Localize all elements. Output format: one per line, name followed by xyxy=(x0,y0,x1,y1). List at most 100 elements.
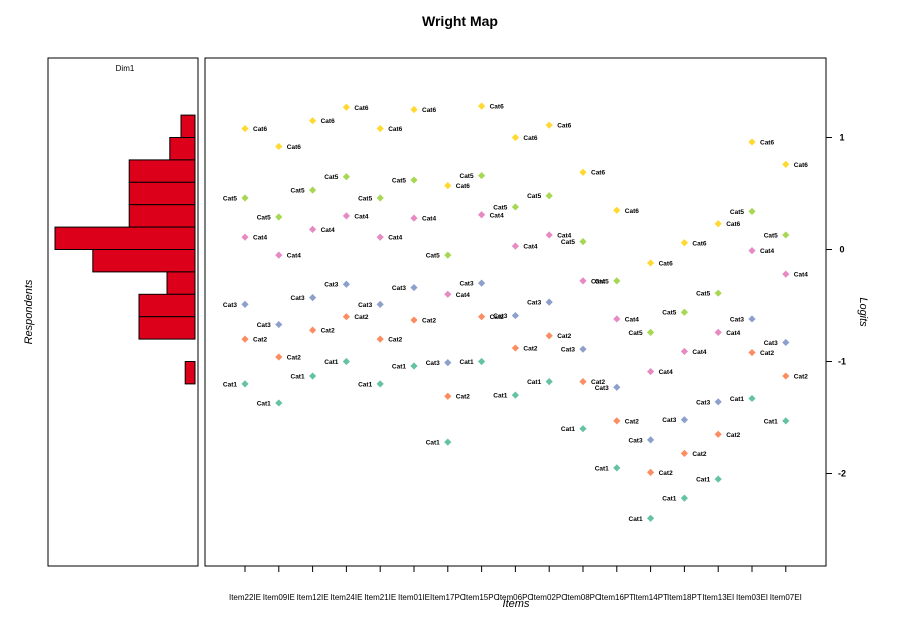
threshold-point xyxy=(342,280,350,288)
threshold-point xyxy=(410,362,418,370)
threshold-point xyxy=(376,380,384,388)
threshold-label: Cat3 xyxy=(764,340,778,347)
histogram-bar xyxy=(169,137,196,161)
respondents-label: Respondents xyxy=(23,279,35,344)
threshold-point xyxy=(309,117,317,125)
threshold-label: Cat1 xyxy=(358,381,372,388)
y-axis: 1 0 -1 -2 xyxy=(826,133,846,479)
histogram-bar xyxy=(128,181,196,206)
threshold-point xyxy=(511,133,519,142)
threshold-label: Cat6 xyxy=(591,170,605,177)
threshold-label: Cat5 xyxy=(358,195,372,202)
threshold-point xyxy=(545,231,553,239)
threshold-point xyxy=(748,315,756,323)
threshold-label: Cat2 xyxy=(422,318,436,325)
threshold-point xyxy=(714,328,722,336)
histogram-bar xyxy=(128,204,196,228)
threshold-point xyxy=(309,372,317,380)
threshold-point xyxy=(444,290,452,298)
threshold-point xyxy=(275,213,283,221)
y-tick-label: -1 xyxy=(838,357,846,367)
threshold-point xyxy=(579,378,587,386)
threshold-label: Cat6 xyxy=(692,240,706,247)
threshold-point xyxy=(241,300,249,308)
threshold-point xyxy=(680,347,688,356)
threshold-label: Cat1 xyxy=(764,418,778,425)
threshold-label: Cat1 xyxy=(324,359,338,366)
threshold-point xyxy=(579,277,587,285)
histogram-bar xyxy=(54,226,196,251)
person-histogram xyxy=(54,114,196,385)
threshold-label: Cat6 xyxy=(253,126,267,133)
histogram-bar xyxy=(92,249,196,273)
threshold-point xyxy=(275,399,283,407)
threshold-label: Cat2 xyxy=(794,374,808,381)
threshold-label: Cat5 xyxy=(662,310,676,317)
y-axis-label: Logits xyxy=(857,297,869,327)
threshold-label: Cat4 xyxy=(354,213,368,220)
threshold-point xyxy=(241,233,249,241)
threshold-label: Cat3 xyxy=(358,302,372,309)
dimension-label: Dim1 xyxy=(116,64,135,73)
threshold-label: Cat5 xyxy=(223,195,237,202)
threshold-label: Cat4 xyxy=(625,316,639,323)
x-tick-label: Item15PC xyxy=(464,593,500,602)
x-tick-label: Item08PC xyxy=(565,593,601,602)
x-tick-label: Item07EI xyxy=(770,593,802,602)
x-tick-label: Item14PT xyxy=(633,593,668,602)
threshold-label: Cat1 xyxy=(527,379,541,386)
threshold-label: Cat2 xyxy=(456,394,470,401)
threshold-point xyxy=(782,338,790,347)
threshold-label: Cat1 xyxy=(460,359,474,366)
threshold-point xyxy=(478,211,486,219)
threshold-point xyxy=(545,192,553,200)
threshold-point xyxy=(613,383,621,391)
threshold-point xyxy=(714,220,722,228)
threshold-point xyxy=(545,378,553,386)
threshold-label: Cat6 xyxy=(760,139,774,146)
threshold-label: Cat1 xyxy=(561,426,575,433)
threshold-label: Cat6 xyxy=(659,260,673,267)
threshold-label: Cat2 xyxy=(659,470,673,477)
threshold-point xyxy=(410,105,418,114)
threshold-point xyxy=(647,367,655,376)
threshold-point xyxy=(342,212,350,220)
threshold-point xyxy=(309,326,317,334)
threshold-label: Cat3 xyxy=(527,300,541,307)
x-axis: Item22IE Item09IE Item12IE Item24IE Item21IE… xyxy=(229,566,802,602)
y-tick-label: 1 xyxy=(839,133,844,143)
histogram-bar xyxy=(180,114,196,138)
threshold-label: Cat1 xyxy=(257,400,271,407)
threshold-label: Cat3 xyxy=(595,385,609,392)
threshold-point xyxy=(613,417,621,425)
threshold-label: Cat4 xyxy=(760,248,774,255)
threshold-label: Cat6 xyxy=(354,105,368,112)
threshold-label: Cat3 xyxy=(426,360,440,367)
x-tick-label: Item03EI xyxy=(736,593,768,602)
threshold-point xyxy=(376,124,384,133)
threshold-point xyxy=(342,173,350,181)
threshold-point xyxy=(241,194,249,202)
threshold-label: Cat1 xyxy=(392,363,406,370)
threshold-label: Cat3 xyxy=(696,399,710,406)
threshold-label: Cat6 xyxy=(557,123,571,130)
threshold-point xyxy=(714,475,722,483)
threshold-point xyxy=(579,425,587,433)
threshold-label: Cat4 xyxy=(422,216,436,223)
threshold-label: Cat2 xyxy=(253,337,267,344)
threshold-label: Cat6 xyxy=(625,208,639,215)
threshold-point xyxy=(511,391,519,399)
threshold-label: Cat6 xyxy=(726,221,740,228)
threshold-point xyxy=(748,207,756,216)
threshold-point xyxy=(478,171,486,180)
threshold-label: Cat2 xyxy=(490,314,504,321)
threshold-point xyxy=(782,270,790,278)
threshold-point xyxy=(309,186,317,194)
threshold-label: Cat3 xyxy=(257,322,271,329)
threshold-point xyxy=(444,182,452,190)
x-tick-label: Item09IE xyxy=(263,593,295,602)
threshold-point xyxy=(309,225,317,233)
threshold-label: Cat5 xyxy=(764,232,778,239)
threshold-point xyxy=(714,430,722,438)
